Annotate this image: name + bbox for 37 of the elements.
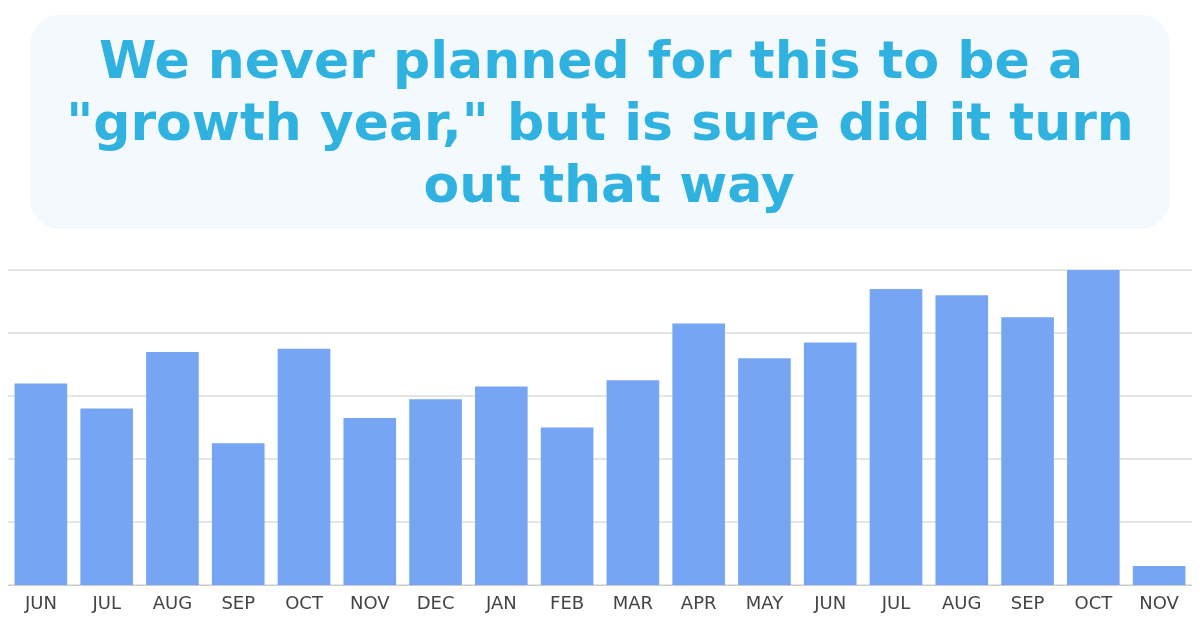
x-tick-label: JUN [23,591,57,613]
bar [869,288,923,585]
x-tick-label: JUL [91,591,121,613]
x-tick-label: AUG [942,591,982,613]
x-tick-label: NOV [1139,591,1180,613]
bar [409,399,462,585]
bar [277,348,331,585]
x-tick-label: APR [680,591,717,613]
bar [14,383,68,585]
x-tick-label: JAN [484,591,517,613]
bar [80,408,133,585]
x-tick-label: FEB [550,591,585,613]
bar [738,358,791,585]
x-tick-label: MAR [612,591,654,613]
chart-title: We never planned for this to be a "growth year," but is sure did it turn out that way [66,30,1134,214]
bar [672,323,725,585]
bar [606,380,660,585]
x-tick-label: JUL [880,591,911,613]
x-tick-label: DEC [416,591,455,613]
x-tick-label: OCT [1074,591,1114,613]
x-tick-label: NOV [349,591,391,613]
bar [211,443,265,585]
x-tick-label: JUN [813,591,847,613]
x-tick-label: AUG [152,591,193,613]
bar [475,386,528,585]
x-tick-label: OCT [285,591,324,613]
x-tick-label: MAY [745,591,785,613]
bar [343,418,397,585]
bar [1001,317,1054,585]
bar [803,342,857,585]
bar [1067,270,1120,585]
x-tick-label: SEP [1010,591,1045,613]
bar [1132,566,1186,585]
x-tick-label: SEP [221,591,256,613]
bar [540,427,594,585]
bar [935,295,989,585]
bar [146,351,199,585]
